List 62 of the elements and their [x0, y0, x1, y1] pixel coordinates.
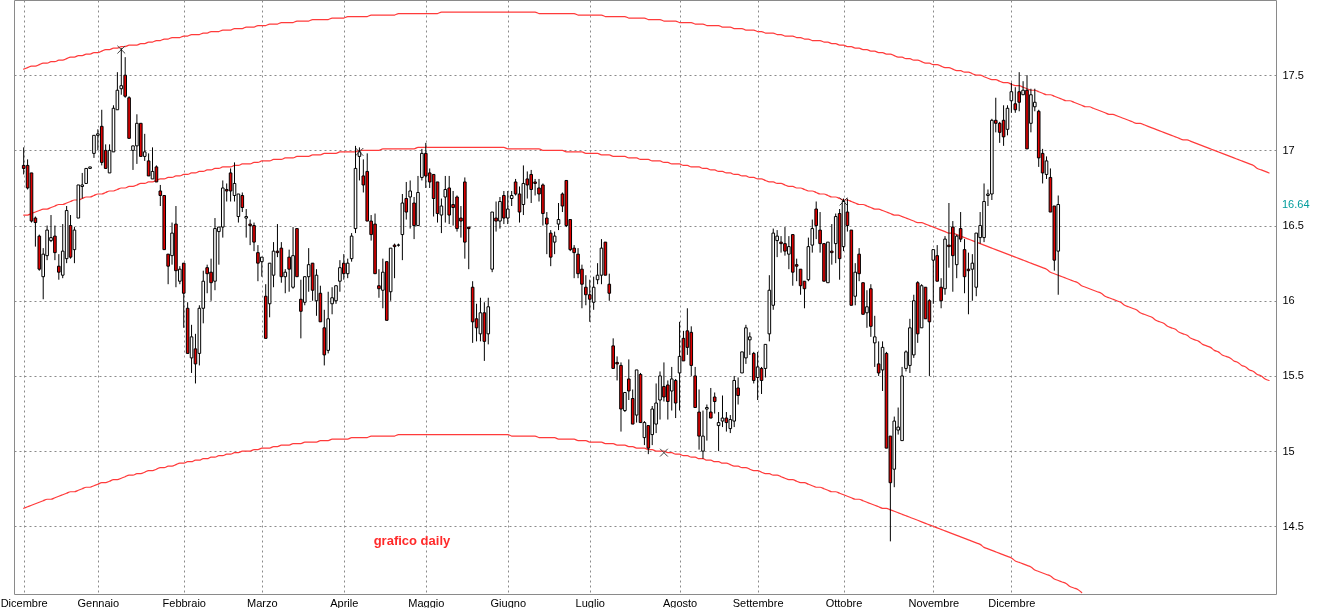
y-tick-label: 16.5 — [1282, 219, 1304, 232]
candlestick — [798, 268, 803, 296]
x-tick-label: Febbraio — [162, 596, 206, 609]
x-tick-label: Maggio — [408, 596, 445, 609]
x-tick-label: Gennaio — [77, 596, 120, 609]
x-tick-label: Dicembre — [0, 596, 48, 609]
x-tick-label: Ottobre — [825, 596, 863, 609]
y-tick-label: 16 — [1282, 294, 1295, 307]
candlestick — [256, 244, 260, 282]
candlestick — [1009, 82, 1014, 114]
candlestick — [244, 208, 249, 239]
y-tick-label: 14.5 — [1282, 519, 1304, 532]
x-tick-label: Settembre — [732, 596, 784, 609]
candlestick — [552, 231, 557, 255]
y-tick-label: 17.5 — [1282, 68, 1304, 81]
point — [659, 448, 669, 458]
y-tick-label: 15.5 — [1282, 369, 1304, 382]
candlestick — [931, 249, 936, 305]
candlestick — [57, 253, 61, 281]
x-tick-label: Aprile — [330, 596, 359, 609]
candlestick — [1001, 104, 1006, 147]
candlestick — [591, 276, 596, 311]
point — [116, 45, 126, 54]
y-tick-label: 17 — [1282, 143, 1295, 156]
line-series — [23, 11, 1270, 174]
candlestick — [662, 361, 666, 403]
point — [355, 147, 364, 157]
candlestick — [607, 273, 612, 302]
candlestick — [260, 256, 264, 278]
candlestick — [677, 321, 682, 412]
candlestick — [287, 249, 291, 293]
annotation: grafico daily — [373, 532, 452, 548]
x-tick-label: Luglio — [575, 596, 605, 609]
candlestick — [1017, 71, 1021, 112]
x-tick-label: Agosto — [662, 596, 698, 609]
candlestick — [502, 190, 506, 225]
candlestick — [966, 252, 971, 315]
candlestick — [505, 190, 510, 225]
candlestick — [240, 191, 245, 213]
text: 16.64 — [1282, 197, 1310, 210]
x-tick-label: Novembre — [908, 596, 960, 609]
candlestick — [252, 222, 256, 252]
candlestick — [345, 258, 350, 279]
candlestick — [349, 232, 354, 263]
candlestick — [135, 113, 139, 165]
candlestick — [712, 391, 717, 415]
candlestick — [997, 121, 1002, 144]
x-tick-label: Dicembre — [988, 596, 1036, 609]
candlestick — [720, 395, 725, 428]
candlestick — [299, 279, 303, 339]
candlestick — [529, 169, 533, 204]
x-tick-label: Giugno — [490, 596, 527, 609]
candlestick — [150, 146, 155, 180]
candlestick — [587, 279, 592, 323]
candlestick — [72, 226, 77, 264]
line-series — [23, 146, 1270, 382]
candlestick — [748, 331, 752, 356]
candlestick — [478, 297, 483, 342]
y-tick-label: 15 — [1282, 444, 1295, 457]
x-tick-label: Marzo — [247, 596, 278, 609]
candlestick — [451, 190, 455, 227]
candlestick — [1013, 86, 1018, 114]
